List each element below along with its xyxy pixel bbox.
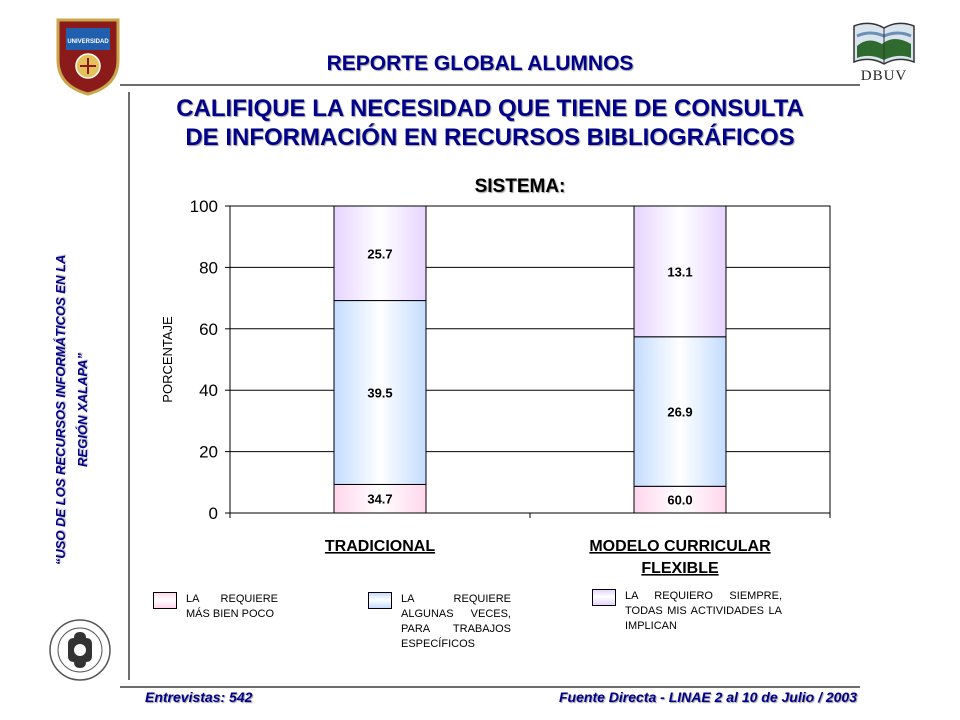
footer-source: Fuente Directa - LINAE 2 al 10 de Julio …	[559, 689, 857, 705]
svg-text:UNIVERSIDAD: UNIVERSIDAD	[67, 39, 109, 45]
footer-rule	[120, 686, 860, 688]
x-category-label-line: TRADICIONAL	[325, 538, 435, 555]
plot-area	[229, 205, 831, 514]
footer-interviews: Entrevistas: 542	[145, 689, 253, 705]
side-caption-line1: “USO DE LOS RECURSOS INFORMÁTICOS EN LA	[53, 254, 68, 566]
y-tick-label: 40	[199, 381, 218, 400]
x-category-label: TRADICIONAL	[325, 538, 435, 555]
data-label: 25.7	[367, 246, 392, 261]
research-seal-logo	[48, 618, 112, 682]
bar-segment	[333, 205, 427, 302]
x-category-label-line: MODELO CURRICULAR	[589, 538, 771, 555]
y-axis-label: PORCENTAJE	[160, 316, 175, 403]
main-title-line2: DE INFORMACIÓN EN RECURSOS BIBLIOGRÁFICO…	[185, 124, 795, 151]
bar-segment	[633, 485, 727, 514]
university-logo: UNIVERSIDAD	[52, 14, 124, 96]
bar-segment	[633, 205, 727, 338]
y-tick-label: 0	[209, 504, 218, 523]
dbuv-logo: DBUV	[848, 18, 920, 84]
legend-label-poco: LA REQUIERE MÁS BIEN POCO	[186, 593, 278, 620]
legend-label-algunas-veces: LA REQUIERE ALGUNAS VECES, PARA TRABAJOS…	[401, 593, 511, 650]
side-caption: “USO DE LOS RECURSOS INFORMÁTICOS EN LA …	[50, 130, 100, 690]
bar-segment	[633, 336, 727, 487]
data-label: 34.7	[367, 492, 392, 507]
header-title: REPORTE GLOBAL ALUMNOS	[326, 52, 634, 75]
data-label: 13.1	[667, 264, 692, 279]
legend-swatch-siempre	[592, 589, 616, 606]
data-label: 39.5	[367, 386, 392, 401]
side-rule	[128, 92, 130, 680]
y-tick-label: 80	[199, 258, 218, 277]
main-title-line1: CALIFIQUE LA NECESIDAD QUE TIENE DE CONS…	[176, 95, 804, 122]
data-label: 60.0	[667, 493, 692, 508]
legend-label-siempre: LA REQUIERO SIEMPRE, TODAS MIS ACTIVIDAD…	[625, 590, 782, 632]
data-label: 26.9	[667, 405, 692, 420]
chart-title: SISTEMA:	[474, 176, 566, 197]
header-rule	[120, 84, 860, 86]
y-tick-label: 60	[199, 320, 218, 339]
x-category-label-line: FLEXIBLE	[641, 560, 719, 577]
side-caption-line2: REGIÓN XALAPA”	[75, 353, 90, 467]
svg-text:DBUV: DBUV	[861, 68, 908, 84]
legend-swatch-poco	[153, 592, 177, 609]
stacked-bar-chart: 0 20 40 60 80 100 PORCENTAJE 34.7 39.5 25.7 TRADIC…	[160, 197, 831, 577]
x-category-label: MODELO CURRICULAR FLEXIBLE	[589, 538, 771, 577]
main-title: CALIFIQUE LA NECESIDAD QUE TIENE DE CONS…	[130, 94, 850, 152]
y-tick-label: 20	[199, 443, 218, 462]
y-tick-label: 100	[190, 197, 218, 216]
legend-swatch-algunas-veces	[368, 592, 392, 609]
